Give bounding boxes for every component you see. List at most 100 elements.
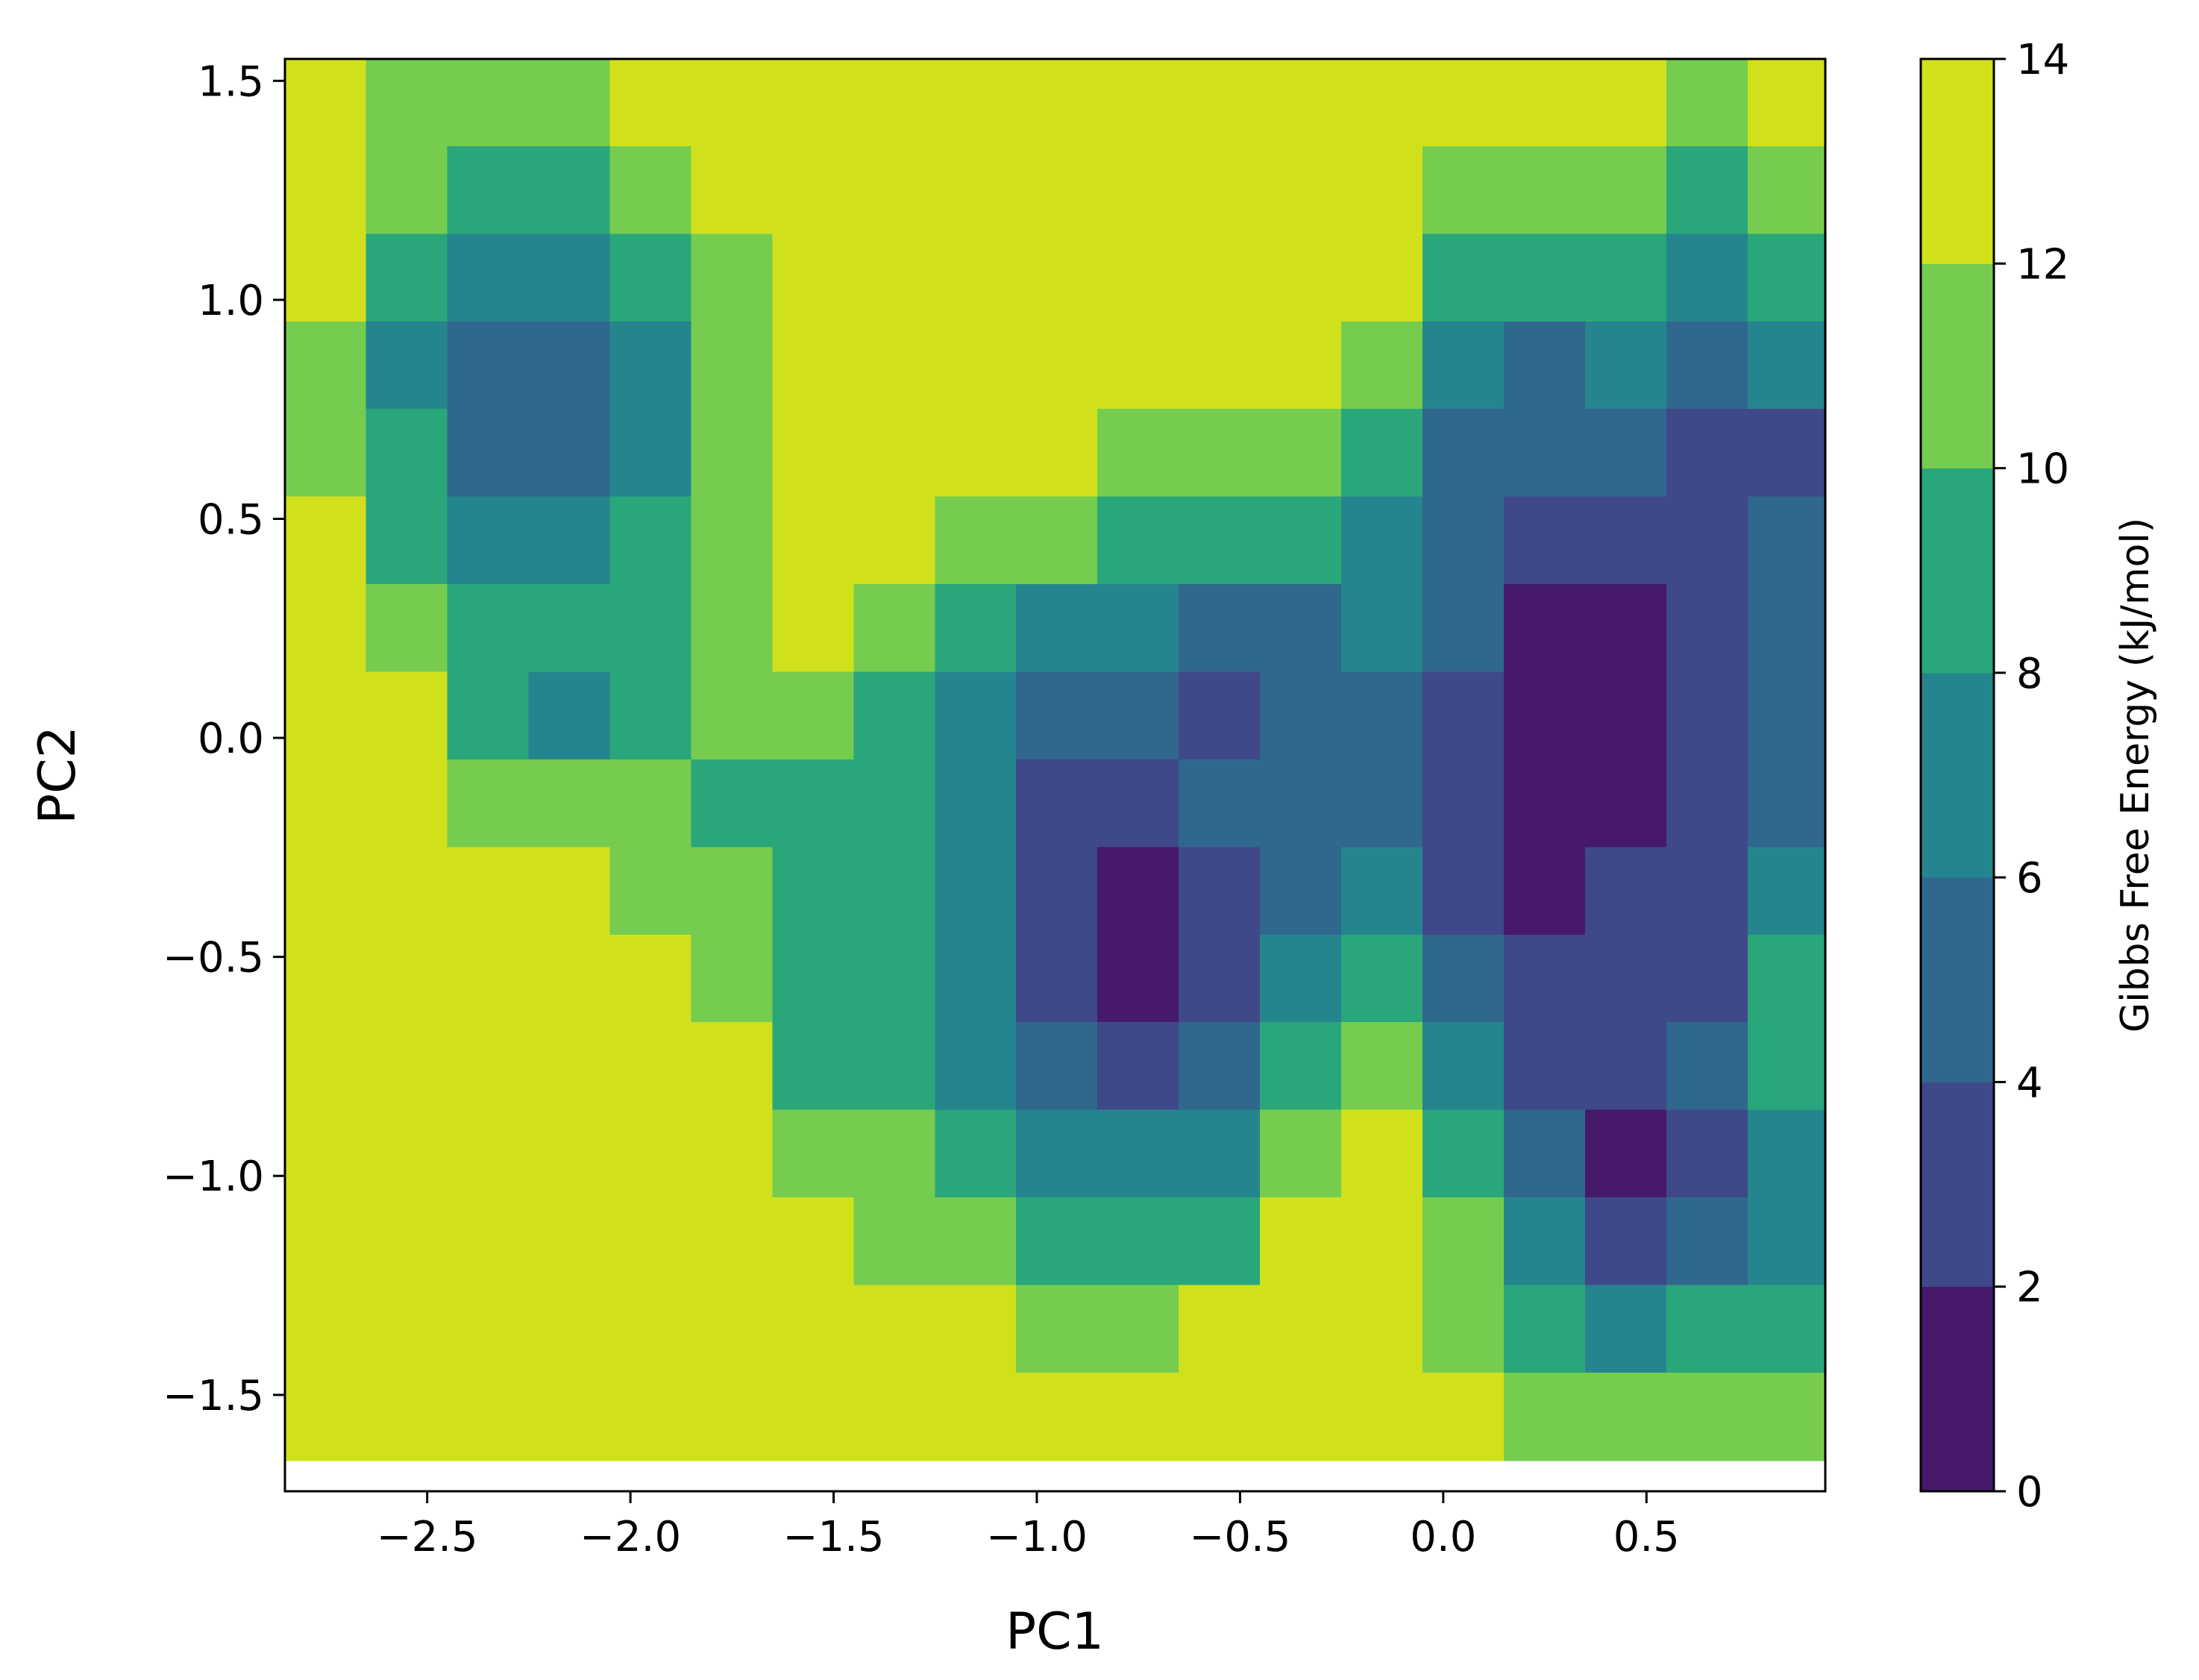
contour-cell [1260,671,1343,760]
contour-cell [691,1372,774,1461]
contour-cell [1585,1022,1668,1111]
contour-cell [609,233,692,322]
contour-cell [366,1372,448,1461]
contour-cell [1016,1022,1099,1111]
contour-cell [1097,1022,1180,1111]
contour-cell [1341,233,1424,322]
contour-cell [1585,321,1668,410]
contour-cell [1260,1109,1343,1199]
contour-cell [935,671,1017,760]
contour-cell [853,1285,936,1373]
contour-cell [853,1022,936,1111]
colorbar-band [1921,672,1994,878]
contour-cell [447,1022,530,1111]
contour-cell [1097,409,1180,498]
contour-cell [1016,496,1099,586]
colorbar-tick-label: 14 [2016,36,2069,84]
contour-cell [691,409,774,498]
contour-cell [285,496,367,586]
contour-cell [1016,321,1099,410]
contour-cell [528,847,611,935]
contour-cell [1666,759,1748,848]
contour-cell [1016,1109,1099,1199]
contour-cell [1422,1197,1505,1286]
contour-cell [1341,1109,1424,1199]
contour-cell [772,584,855,673]
contour-cell [528,934,611,1024]
contour-cell [528,321,611,410]
contour-cell [1097,847,1180,935]
contour-cell [1260,1197,1343,1286]
contour-cell [1341,496,1424,586]
colorbar-label: Gibbs Free Energy (kJ/mol) [2113,518,2158,1032]
contour-cell [1747,145,1825,235]
contour-cell [1422,1372,1505,1461]
contour-cell [1585,1109,1668,1199]
contour-cell [935,934,1017,1024]
contour-cell [1016,145,1099,235]
x-tick-label: −1.0 [986,1513,1088,1561]
contour-cell [285,145,367,235]
contour-cell [285,1197,367,1286]
contour-cell [447,1285,530,1373]
contour-cell [1097,1285,1180,1373]
contour-cell [285,1022,367,1111]
contour-cell [1504,496,1587,586]
contour-cell [772,1197,855,1286]
contour-cell [935,145,1017,235]
contour-cell [366,584,448,673]
contour-cell [1666,1285,1748,1373]
contour-cell [853,145,936,235]
contour-cell [935,321,1017,410]
contour-cell [772,1372,855,1461]
contour-cell [1747,934,1825,1024]
contour-cell [1747,759,1825,848]
contour-cell [1179,145,1261,235]
contour-cell [1422,1285,1505,1373]
contour-cell [691,1022,774,1111]
contour-cell [1747,1285,1825,1373]
contour-cell [1260,1372,1343,1461]
contour-cell [691,934,774,1024]
y-axis-label: PC2 [28,726,87,824]
contour-cell [1747,671,1825,760]
contour-cell [528,59,611,147]
x-tick-label: 0.5 [1613,1513,1680,1561]
contour-cell [1422,847,1505,935]
contour-cell [1422,584,1505,673]
contour-cell [1016,409,1099,498]
contour-cell [1666,671,1748,760]
contour-cell [609,1109,692,1199]
contour-cell [1585,759,1668,848]
contour-cell [935,59,1017,147]
contour-cell [285,759,367,848]
contour-cell [609,321,692,410]
contour-cell [447,584,530,673]
x-tick-label: −2.5 [377,1513,478,1561]
colorbar-band [1921,1286,1994,1492]
contour-cell [853,671,936,760]
colorbar-tick-label: 10 [2016,445,2069,494]
contour-cell [1341,847,1424,935]
contour-cell [1585,145,1668,235]
contour-cell [1016,934,1099,1024]
contour-cell [1504,934,1587,1024]
contour-cell [772,233,855,322]
contour-cell [1260,847,1343,935]
contour-cell [1341,321,1424,410]
contour-cell [609,59,692,147]
contour-cell [691,847,774,935]
contour-cell [285,233,367,322]
contour-cell [609,671,692,760]
contour-cell [1747,1022,1825,1111]
contour-cell [528,233,611,322]
contour-cell [1016,233,1099,322]
contour-cell [1504,59,1587,147]
contour-cell [1097,321,1180,410]
contour-cell [1422,1109,1505,1199]
contour-cell [1422,934,1505,1024]
contour-cell [935,759,1017,848]
contour-cell [1179,1109,1261,1199]
contour-cell [609,1197,692,1286]
